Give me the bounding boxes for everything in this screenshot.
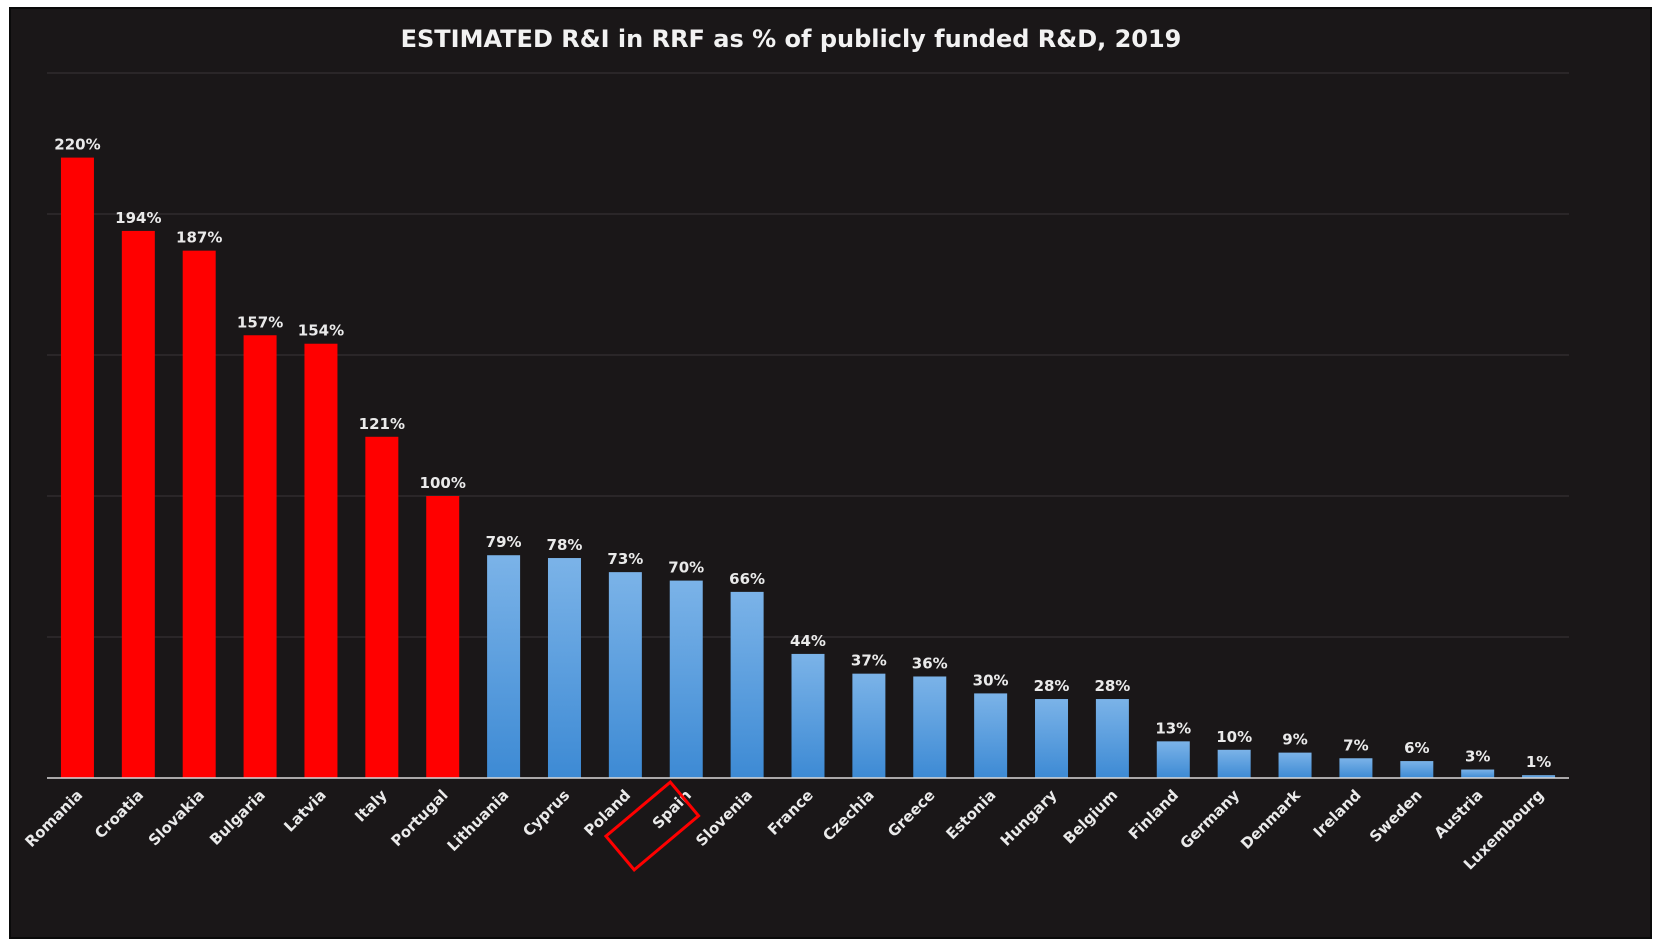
tick-label-ireland: Ireland <box>1310 786 1365 841</box>
bar-ireland <box>1339 758 1373 778</box>
data-labels: 220% 194% 187% 157% 154% 121% 100% 79% 78% 73% 70%… <box>54 136 1551 772</box>
tick-label-cyprus: Cyprus <box>519 786 573 840</box>
data-label-luxembourg: 1% <box>1526 753 1551 771</box>
tick-label-poland: Poland <box>580 786 634 840</box>
tick-label-czechia: Czechia <box>819 786 878 845</box>
bar-latvia <box>304 343 338 778</box>
tick-label-romania: Romania <box>22 786 87 851</box>
data-label-sweden: 6% <box>1404 739 1429 757</box>
tick-label-portugal: Portugal <box>388 786 452 850</box>
chart-panel: ESTIMATED R&I in RRF as % of publicly fu… <box>9 7 1652 939</box>
tick-label-latvia: Latvia <box>280 786 329 835</box>
tick-label-estonia: Estonia <box>942 786 999 843</box>
data-label-italy: 121% <box>359 415 405 433</box>
bar-belgium <box>1095 699 1129 778</box>
bar-poland <box>608 572 642 778</box>
data-label-greece: 36% <box>912 654 948 672</box>
tick-label-croatia: Croatia <box>91 786 147 842</box>
data-label-cyprus: 78% <box>547 536 583 554</box>
bar-sweden <box>1400 761 1434 778</box>
bar-france <box>791 653 825 778</box>
data-label-romania: 220% <box>54 136 100 154</box>
data-label-austria: 3% <box>1465 748 1490 766</box>
bar-denmark <box>1278 752 1312 778</box>
data-label-lithuania: 79% <box>486 533 522 551</box>
data-label-latvia: 154% <box>298 322 344 340</box>
data-label-belgium: 28% <box>1094 677 1130 695</box>
tick-label-slovakia: Slovakia <box>145 786 208 849</box>
bar-slovenia <box>730 591 764 778</box>
data-label-denmark: 9% <box>1282 731 1307 749</box>
data-label-estonia: 30% <box>973 671 1009 689</box>
tick-label-hungary: Hungary <box>997 786 1061 850</box>
bar-czechia <box>852 673 886 778</box>
data-label-slovenia: 66% <box>729 570 765 588</box>
bar-bulgaria <box>243 335 277 778</box>
data-label-ireland: 7% <box>1343 736 1368 754</box>
data-label-poland: 73% <box>607 550 643 568</box>
tick-label-sweden: Sweden <box>1366 786 1426 846</box>
bar-greece <box>913 676 947 778</box>
bar-spain <box>669 580 703 778</box>
chart-title: ESTIMATED R&I in RRF as % of publicly fu… <box>401 25 1182 53</box>
bar-chart: ESTIMATED R&I in RRF as % of publicly fu… <box>22 25 1569 873</box>
highlight-box <box>603 780 701 872</box>
tick-label-austria: Austria <box>1431 786 1487 842</box>
tick-label-bulgaria: Bulgaria <box>206 786 269 849</box>
bar-austria <box>1461 769 1495 778</box>
data-label-portugal: 100% <box>420 474 466 492</box>
bar-cyprus <box>547 558 581 778</box>
tick-label-greece: Greece <box>884 786 939 841</box>
tick-label-belgium: Belgium <box>1060 786 1121 847</box>
data-label-croatia: 194% <box>115 209 161 227</box>
bar-hungary <box>1035 699 1069 778</box>
bar-estonia <box>974 693 1008 778</box>
tick-label-france: France <box>764 786 817 839</box>
data-label-finland: 13% <box>1155 719 1191 737</box>
bar-lithuania <box>487 555 521 778</box>
bar-portugal <box>426 496 460 778</box>
tick-label-germany: Germany <box>1176 786 1243 853</box>
bars <box>60 157 1556 779</box>
data-label-bulgaria: 157% <box>237 313 283 331</box>
tick-label-denmark: Denmark <box>1237 785 1304 852</box>
data-label-france: 44% <box>790 632 826 650</box>
bar-romania <box>60 157 94 779</box>
data-label-slovakia: 187% <box>176 229 222 247</box>
tick-label-lithuania: Lithuania <box>444 786 513 855</box>
bar-luxembourg <box>1522 775 1556 778</box>
bar-slovakia <box>182 250 216 778</box>
bar-italy <box>365 436 399 778</box>
bar-germany <box>1217 749 1251 778</box>
bar-croatia <box>121 230 155 779</box>
tick-label-slovenia: Slovenia <box>692 786 756 850</box>
data-label-germany: 10% <box>1216 728 1252 746</box>
tick-label-finland: Finland <box>1125 786 1182 843</box>
data-label-hungary: 28% <box>1034 677 1070 695</box>
data-label-spain: 70% <box>668 559 704 577</box>
data-label-czechia: 37% <box>851 652 887 670</box>
tick-label-italy: Italy <box>351 786 391 826</box>
grid-lines <box>47 72 1569 638</box>
bar-finland <box>1156 741 1190 778</box>
